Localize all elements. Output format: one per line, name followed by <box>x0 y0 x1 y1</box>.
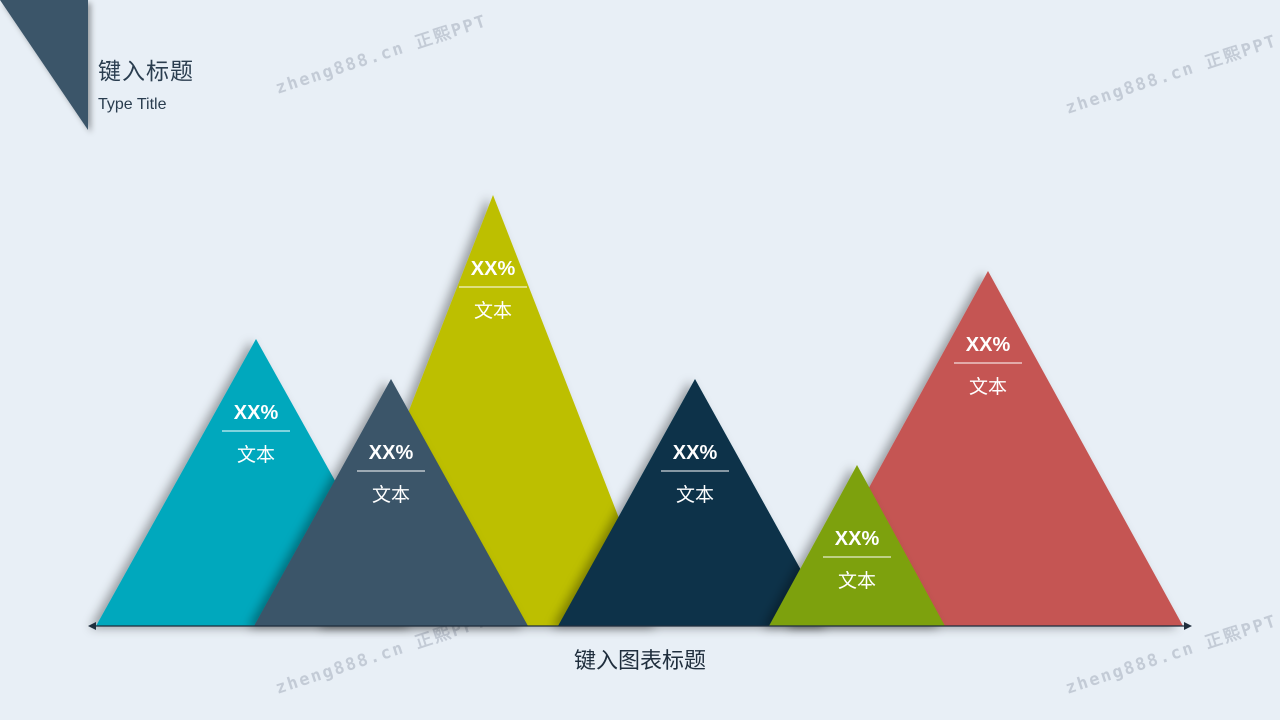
peak-value-label: XX% <box>369 442 414 464</box>
peak-5: XX% 文本 <box>769 465 945 626</box>
peak-text-label: 文本 <box>237 444 275 466</box>
peak-value-label: XX% <box>966 334 1011 356</box>
peak-triangle <box>254 379 528 626</box>
corner-decoration <box>0 0 88 130</box>
title-block: 键入标题 Type Title <box>98 52 194 114</box>
page-title: 键入标题 <box>98 58 194 84</box>
page-subtitle: Type Title <box>98 96 167 113</box>
peak-value-label: XX% <box>673 442 718 464</box>
peak-text-label: 文本 <box>474 300 512 322</box>
peak-text-label: 文本 <box>372 484 410 506</box>
x-axis-arrow-right <box>1184 622 1192 630</box>
peak-text-label: 文本 <box>838 570 876 592</box>
peak-text-label: 文本 <box>676 484 714 506</box>
peak-value-label: XX% <box>471 258 516 280</box>
peak-4: XX% 文本 <box>558 379 832 626</box>
peak-value-label: XX% <box>835 528 880 550</box>
peak-text-label: 文本 <box>969 376 1007 398</box>
peak-value-label: XX% <box>234 402 279 424</box>
chart-title: 键入图表标题 <box>573 648 706 673</box>
peak-triangle <box>558 379 832 626</box>
peak-triangle <box>769 465 945 626</box>
x-axis-arrow-left <box>88 622 96 630</box>
peak-2: XX% 文本 <box>254 379 528 626</box>
